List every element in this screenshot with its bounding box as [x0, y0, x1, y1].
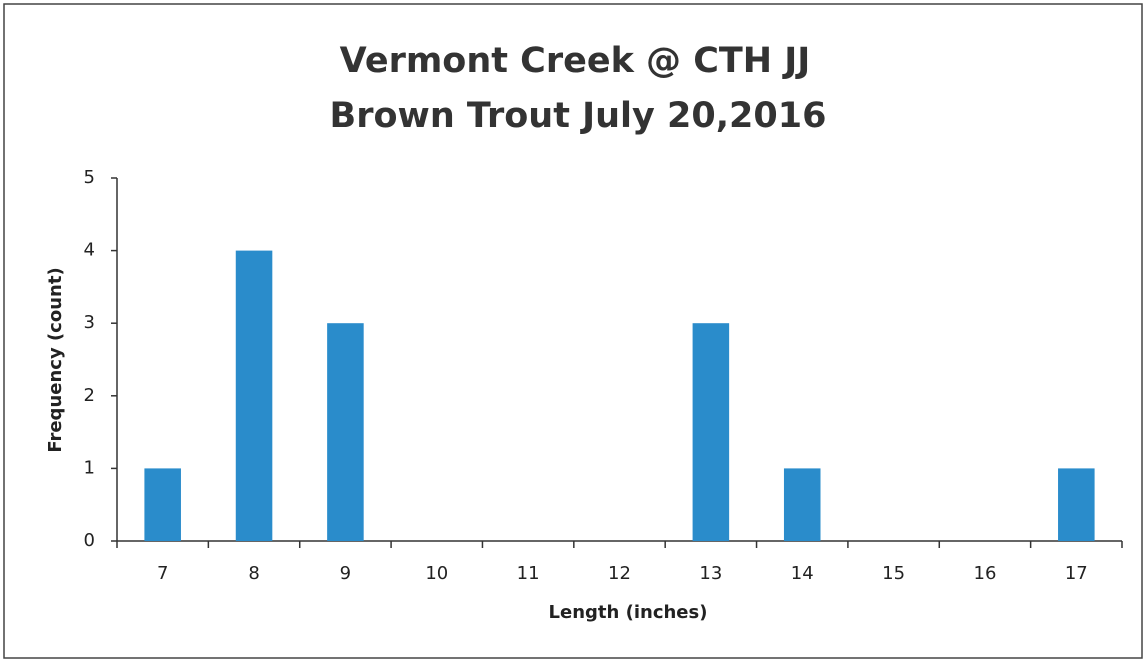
- chart-frame: [3, 3, 1143, 659]
- bar: [327, 323, 364, 541]
- y-tick-label: 5: [84, 167, 95, 188]
- x-tick-label: 15: [882, 563, 905, 584]
- y-axis-label: Frequency (count): [45, 267, 66, 452]
- bar: [692, 323, 730, 541]
- y-tick-label: 1: [84, 457, 95, 478]
- x-tick-label: 14: [791, 563, 814, 584]
- y-tick-label: 4: [84, 240, 95, 261]
- x-axis-label: Length (inches): [549, 602, 708, 623]
- x-tick-label: 8: [248, 563, 259, 584]
- x-tick-label: 17: [1065, 563, 1088, 584]
- bar: [144, 468, 181, 541]
- bar: [235, 250, 273, 541]
- y-tick-label: 2: [84, 385, 95, 406]
- x-tick-label: 10: [425, 563, 448, 584]
- y-tick-label: 0: [84, 530, 95, 551]
- x-tick-label: 16: [974, 563, 997, 584]
- bar: [783, 468, 821, 541]
- x-tick-label: 12: [608, 563, 631, 584]
- x-tick-label: 9: [340, 563, 351, 584]
- y-tick-label: 3: [84, 312, 95, 333]
- x-tick-label: 7: [157, 563, 168, 584]
- bar: [1058, 468, 1095, 541]
- chart-title: Vermont Creek @ CTH JJ: [340, 41, 811, 81]
- x-tick-label: 13: [699, 563, 722, 584]
- chart-title: Brown Trout July 20,2016: [330, 96, 827, 136]
- x-tick-label: 11: [517, 563, 540, 584]
